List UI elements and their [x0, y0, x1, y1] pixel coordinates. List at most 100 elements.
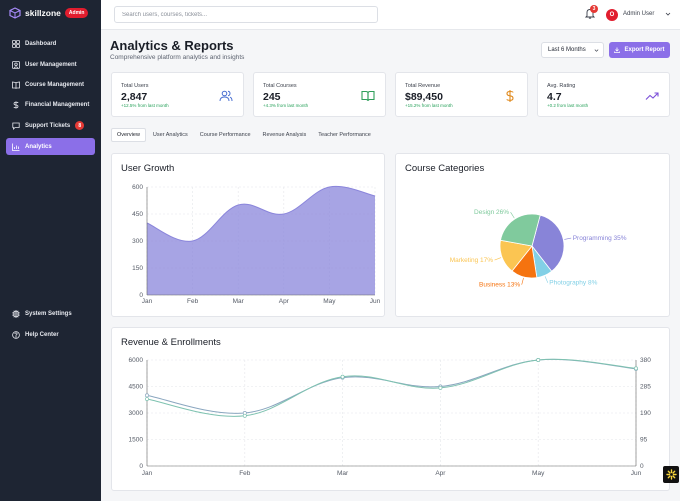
- sidebar-item-course-management[interactable]: Course Management: [6, 76, 95, 93]
- x-tick-label: Jun: [631, 470, 642, 477]
- user-name[interactable]: Admin User: [623, 11, 655, 17]
- x-tick-label: Jan: [142, 298, 153, 305]
- pie-slice: [500, 213, 541, 247]
- x-tick-label: May: [532, 470, 545, 477]
- export-report-button[interactable]: Export Report: [609, 42, 670, 58]
- line-series: [146, 358, 637, 417]
- gear-icon: [12, 309, 20, 318]
- stat-value: $89,450: [405, 91, 443, 103]
- page-subtitle: Comprehensive platform analytics and ins…: [110, 54, 245, 61]
- y-tick-label: 0: [139, 292, 143, 299]
- tab-revenue-analysis[interactable]: Revenue Analysis: [262, 132, 307, 138]
- right-y-tick-label: 380: [640, 357, 651, 364]
- right-y-tick-label: 285: [640, 384, 651, 391]
- user-growth-chart: 0 150 300 450 600 Jan Feb Mar Apr May Jun: [132, 184, 381, 305]
- stat-card-avg-rating: Avg. Rating 4.7 +0.2 from last month: [537, 72, 670, 117]
- sidebar-item-system-settings[interactable]: System Settings: [6, 305, 95, 322]
- tab-teacher-performance[interactable]: Teacher Performance: [318, 132, 371, 138]
- sidebar-item-label: System Settings: [25, 310, 72, 317]
- chevron-down-icon: [594, 49, 599, 52]
- pie-label: Marketing 17%: [450, 257, 494, 264]
- stat-change: +15.2% from last month: [405, 103, 453, 108]
- x-tick-label: Feb: [187, 298, 199, 305]
- pie-label: Programming 35%: [573, 235, 627, 242]
- sidebar-item-label: Support Tickets: [25, 122, 71, 129]
- tab-overview[interactable]: Overview: [111, 128, 146, 142]
- tabs: Overview User Analytics Course Performan…: [111, 128, 376, 142]
- chat-icon: [12, 122, 20, 130]
- x-tick-label: Apr: [279, 298, 290, 305]
- book-open-icon: [361, 90, 375, 102]
- sidebar-item-label: Help Center: [25, 331, 59, 338]
- pie-leader-line: [510, 212, 515, 219]
- x-tick-label: Jun: [370, 298, 381, 305]
- stat-value: 2,847: [121, 91, 148, 103]
- admin-badge: Admin: [64, 8, 89, 18]
- stat-label: Total Courses: [263, 83, 297, 89]
- search-input[interactable]: [114, 6, 378, 23]
- course-categories-card: Course Categories Programming 35% Photogr…: [395, 153, 670, 317]
- card-title: User Growth: [121, 163, 175, 174]
- book-icon: [12, 81, 20, 89]
- left-y-tick-label: 6000: [129, 357, 144, 364]
- user-growth-card: User Growth 0 150 300 450 600 Jan Feb Mar Apr May…: [111, 153, 385, 317]
- period-select[interactable]: Last 6 Months: [541, 42, 604, 58]
- trend-up-icon: [645, 92, 659, 100]
- sidebar-item-dashboard[interactable]: Dashboard: [6, 35, 95, 52]
- y-tick-label: 300: [132, 238, 143, 245]
- brand[interactable]: skillzone Admin: [9, 6, 89, 20]
- pie-slice: [531, 214, 565, 272]
- pie-label: Business 13%: [479, 282, 520, 289]
- x-tick-label: Jan: [142, 470, 153, 477]
- sidebar-item-help-center[interactable]: Help Center: [6, 326, 95, 343]
- sidebar-item-analytics[interactable]: Analytics: [6, 138, 95, 155]
- area-series: [147, 186, 375, 295]
- right-y-tick-label: 95: [640, 437, 648, 444]
- dollar-icon: [506, 90, 514, 102]
- sidebar-item-financial-management[interactable]: Financial Management: [6, 96, 95, 113]
- revenue-enrollments-card: Revenue & Enrollments 0 1500 3000 4500 6000 0…: [111, 327, 670, 491]
- line-point: [536, 358, 541, 362]
- sidebar-item-label: Dashboard: [25, 40, 57, 47]
- line-point: [242, 413, 247, 418]
- stat-change: +0.2 from last month: [547, 103, 589, 108]
- stat-label: Avg. Rating: [547, 83, 576, 89]
- revenue-enrollments-chart: 0 1500 3000 4500 6000 0 95 190 285 380 Jan Feb Mar Ap…: [129, 357, 652, 477]
- sidebar-item-support-tickets[interactable]: Support Tickets 8: [6, 117, 95, 134]
- chart-icon: [12, 143, 20, 151]
- stat-card-total-revenue: Total Revenue $89,450 +15.2% from last m…: [395, 72, 528, 117]
- x-tick-label: Mar: [233, 298, 245, 305]
- line-point: [438, 385, 443, 390]
- left-y-tick-label: 0: [139, 463, 143, 470]
- line-point: [145, 393, 149, 398]
- pie-label: Photography 8%: [549, 280, 597, 287]
- tab-user-analytics[interactable]: User Analytics: [152, 132, 188, 138]
- y-tick-label: 150: [132, 265, 143, 272]
- pie-leader-line: [544, 276, 549, 283]
- avatar[interactable]: O: [606, 9, 618, 21]
- tab-course-performance[interactable]: Course Performance: [199, 132, 251, 138]
- right-y-tick-label: 190: [640, 410, 651, 417]
- area-line: [146, 185, 376, 242]
- stat-card-total-users: Total Users 2,847 +12.5% from last month: [111, 72, 244, 117]
- assistant-button[interactable]: [663, 466, 679, 483]
- page-title: Analytics & Reports: [110, 38, 234, 53]
- users-icon: [219, 90, 233, 102]
- stat-value: 4.7: [547, 91, 562, 103]
- stat-change: +12.5% from last month: [121, 103, 169, 108]
- x-tick-label: Feb: [239, 470, 251, 477]
- card-title: Course Categories: [405, 163, 485, 174]
- export-label: Export Report: [624, 47, 665, 53]
- stat-card-total-courses: Total Courses 245 +4.3% from last month: [253, 72, 386, 117]
- user-icon: [12, 60, 20, 69]
- download-icon: [614, 47, 621, 53]
- pie-label: Design 26%: [474, 209, 509, 216]
- sparkle-icon: [665, 469, 677, 480]
- sidebar-item-label: Analytics: [25, 143, 52, 150]
- sidebar-item-label: Course Management: [25, 81, 85, 88]
- brand-name: skillzone: [25, 8, 61, 18]
- y-tick-label: 450: [132, 211, 143, 218]
- sidebar-item-user-management[interactable]: User Management: [6, 56, 95, 73]
- left-y-tick-label: 1500: [129, 437, 144, 444]
- chevron-down-icon[interactable]: [665, 11, 671, 17]
